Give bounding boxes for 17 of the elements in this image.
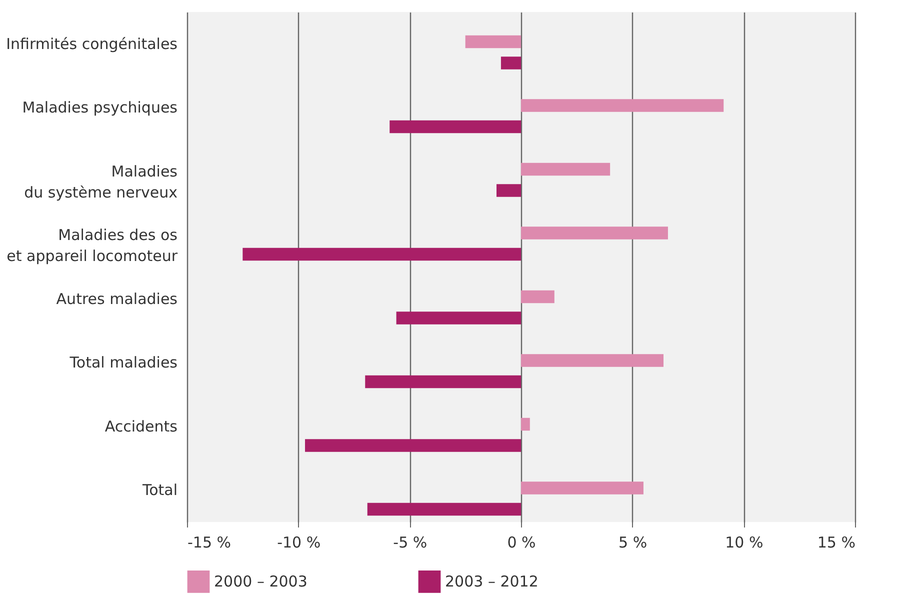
x-tick-label: 5 %	[618, 534, 648, 552]
y-tick-label: Total maladies	[68, 354, 178, 372]
y-tick-label: Maladies psychiques	[22, 98, 178, 117]
x-tick-label: 15 %	[817, 534, 856, 552]
x-tick-label: -10 %	[277, 534, 321, 552]
legend-label: 2003 – 2012	[445, 572, 538, 591]
x-tick-label: -5 %	[393, 534, 428, 552]
y-tick-label: Maladies du système nerveux	[24, 162, 178, 202]
x-tick-label: 10 %	[725, 534, 764, 552]
y-tick-label: Maladies des os et appareil locomoteur	[6, 226, 178, 266]
x-tick-label: 0 %	[507, 534, 536, 552]
y-tick-label: Infirmités congénitales	[6, 34, 178, 53]
y-tick-label: Total	[141, 481, 178, 500]
y-tick-label: Autres maladies	[56, 290, 178, 308]
legend-label: 2000 – 2003	[214, 572, 308, 591]
y-tick-label: Accidents	[104, 417, 178, 436]
x-tick-label: -15 %	[188, 534, 232, 552]
